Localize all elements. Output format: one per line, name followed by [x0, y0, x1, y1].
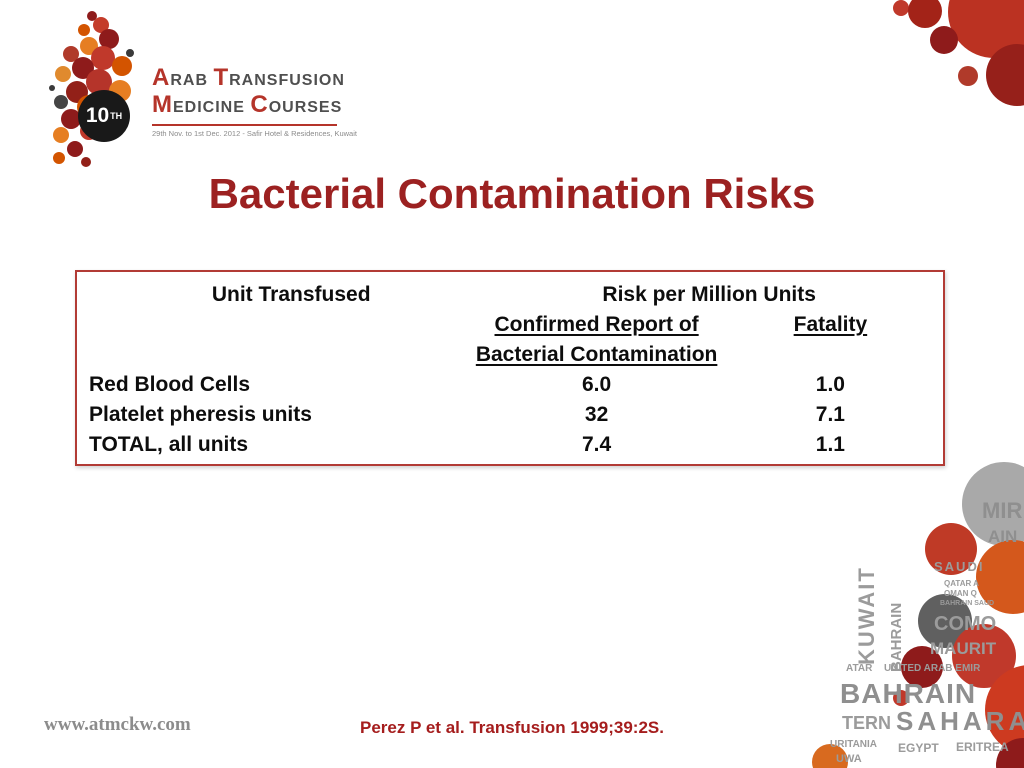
- col-header-unit: Unit Transfused: [211, 283, 371, 306]
- table-row: Red Blood Cells 6.0 1.0: [77, 370, 943, 400]
- word-cloud-word: BAHRAIN: [840, 678, 977, 709]
- word-cloud-word: SAUDI: [934, 559, 985, 574]
- word-cloud-word: QATAR A: [944, 579, 979, 588]
- website-url: www.atmckw.com: [44, 714, 191, 735]
- logo-10th-badge: 10 TH: [78, 90, 130, 142]
- word-cloud-word: UWA: [836, 753, 862, 765]
- corner-artwork-bottom-right: [812, 462, 1024, 768]
- slide-title: Bacterial Contamination Risks: [208, 170, 816, 217]
- word-cloud-word: OMAN Q: [944, 589, 977, 598]
- subheader-fatality: Fatality: [718, 313, 943, 337]
- col-header-risk: Risk per Million Units: [602, 283, 816, 306]
- logo-initial: T: [213, 64, 230, 91]
- citation-text: Perez P et al. Transfusion 1999;39:2S.: [360, 718, 664, 737]
- word-cloud-word: EGYPT: [898, 741, 939, 755]
- logo-initial: A: [152, 64, 171, 91]
- table-row: Platelet pheresis units 32 7.1: [77, 400, 943, 430]
- word-cloud-word: ATAR: [846, 663, 873, 674]
- logo-text: ARAB TRANSFUSION MEDICINE COURSES 29th N…: [152, 66, 392, 138]
- table-row: TOTAL, all units 7.4 1.1: [77, 430, 943, 460]
- badge-suffix: TH: [110, 111, 123, 121]
- word-cloud-word: KUWAIT: [854, 566, 879, 665]
- badge-number: 10: [85, 104, 110, 127]
- word-cloud-word: URITANIA: [830, 739, 878, 750]
- subheader-confirmed: Confirmed Report of: [475, 313, 717, 337]
- word-cloud-word: COMO: [934, 613, 997, 635]
- subheader-confirmed-line2: Bacterial Contamination: [475, 343, 718, 366]
- table-subheader-row: Confirmed Report of Fatality: [77, 310, 943, 340]
- row-label: Platelet pheresis units: [89, 403, 312, 426]
- logo-name-line1: ARAB TRANSFUSION: [152, 66, 392, 93]
- logo-word: RANSFUSION: [229, 72, 345, 89]
- logo-word: RAB: [170, 72, 214, 89]
- row-confirmed-value: 7.4: [581, 433, 612, 456]
- corner-artwork-top-right: [893, 0, 1024, 106]
- row-confirmed-value: 6.0: [581, 373, 612, 396]
- word-cloud-word: TERN: [842, 713, 891, 733]
- word-cloud-word: MAURIT: [930, 639, 997, 658]
- row-confirmed-value: 32: [584, 403, 609, 426]
- row-fatality-value: 1.1: [815, 433, 845, 456]
- row-label: Red Blood Cells: [89, 373, 251, 396]
- subheader-confirmed-line1: Confirmed Report of: [494, 313, 699, 336]
- table-subheader-row2: Bacterial Contamination: [77, 340, 943, 370]
- subheader-contamination: Bacterial Contamination: [475, 343, 718, 367]
- row-fatality-value: 7.1: [815, 403, 845, 426]
- row-label: TOTAL, all units: [89, 433, 249, 456]
- logo-word: OURSES: [268, 99, 343, 116]
- logo-name-line2: MEDICINE COURSES: [152, 93, 392, 120]
- logo-subtitle: 29th Nov. to 1st Dec. 2012 - Safir Hotel…: [152, 129, 357, 138]
- word-cloud-word: BAHRAIN: [888, 602, 905, 672]
- logo-divider: [152, 124, 337, 126]
- word-cloud-word: ERITREA: [956, 740, 1009, 754]
- logo-word: EDICINE: [173, 99, 251, 116]
- subheader-fatality-label: Fatality: [793, 313, 868, 336]
- event-logo: 10 TH ARAB TRANSFUSION MEDICINE COURSES 2…: [40, 8, 390, 168]
- row-fatality-value: 1.0: [815, 373, 845, 396]
- word-cloud-word: SAHARA: [896, 706, 1024, 736]
- word-cloud-word: MIR: [982, 498, 1023, 523]
- logo-initial: C: [250, 91, 269, 118]
- logo-initial: M: [152, 91, 173, 118]
- risk-table: Unit Transfused Risk per Million Units C…: [75, 270, 945, 466]
- word-cloud-word: AIN: [988, 527, 1018, 546]
- word-cloud-word: UNITED ARAB EMIR: [884, 663, 981, 674]
- word-cloud-word: BAHRAIN SAUD: [940, 600, 995, 607]
- table-header-row: Unit Transfused Risk per Million Units: [77, 280, 943, 310]
